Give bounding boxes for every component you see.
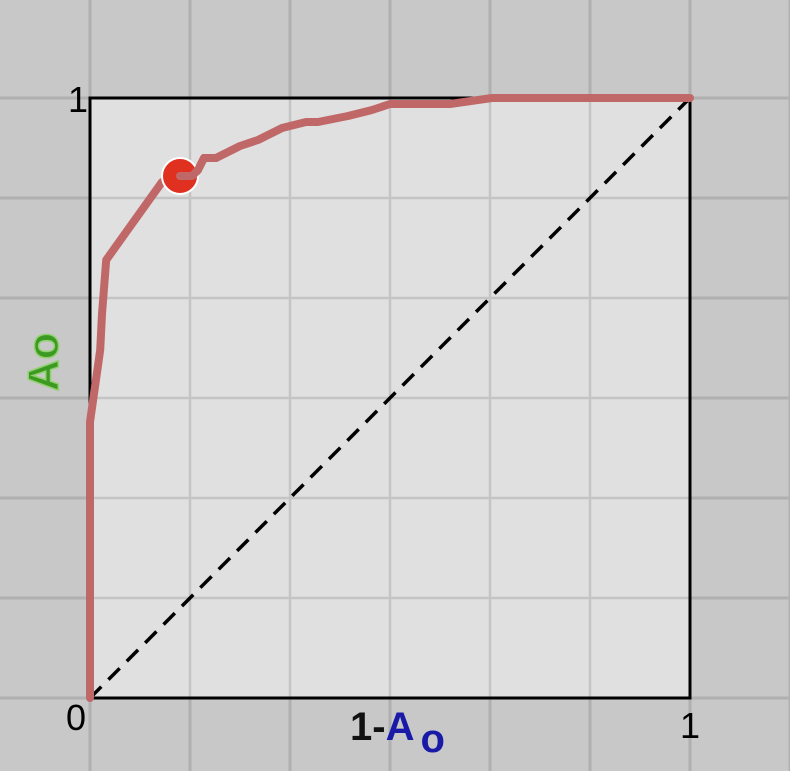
x-axis-label-sub: o (420, 717, 444, 761)
x-axis-label: 1-A o (350, 705, 445, 761)
x-tick-label-1: 1 (680, 705, 700, 746)
x-axis-label-prefix: 1- (350, 705, 386, 749)
y-axis-label: Ao (19, 333, 68, 392)
reference-diagonal-line (88, 96, 692, 700)
roc-curve-line (86, 94, 694, 702)
series-layer (86, 94, 694, 702)
y-tick-label-1: 1 (68, 79, 88, 120)
x-tick-label-0: 0 (66, 697, 86, 738)
roc-curve-overlap (176, 154, 220, 180)
x-axis-label-var: A (386, 705, 415, 749)
